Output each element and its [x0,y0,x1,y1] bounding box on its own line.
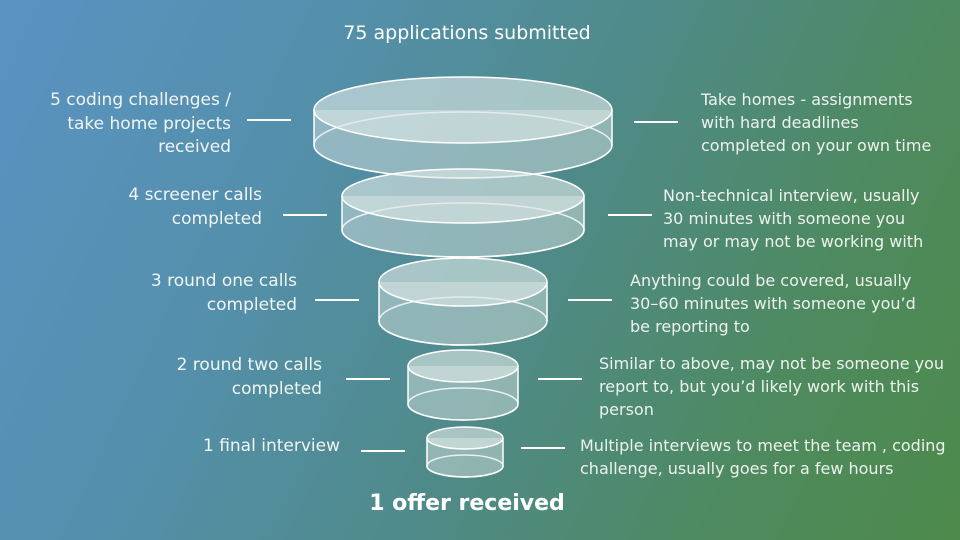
stage-5-description: Multiple interviews to meet the team , c… [580,436,946,478]
stage-2-description: Non-technical interview, usually 30 minu… [663,186,924,251]
stage-4-description: Similar to above, may not be someone you… [599,354,945,419]
funnel-stage-1 [313,76,613,179]
funnel-title: 75 applications submitted [343,22,591,44]
funnel-stage-2 [341,168,585,258]
stage-5-label: 1 final interview [202,436,340,456]
funnel-stage-5 [426,426,504,478]
stage-4-label: 2 round two calls completed [176,355,322,399]
stage-1-description: Take homes - assignments with hard deadl… [701,90,932,155]
stage-2-label: 4 screener calls completed [128,185,262,229]
stage-3-description: Anything could be covered, usually 30–60… [630,271,916,336]
funnel-outcome: 1 offer received [369,491,565,516]
stage-3-label: 3 round one calls completed [150,271,297,315]
funnel-stage-4 [407,349,519,421]
funnel-stage-3 [378,257,548,346]
stage-1-label: 5 coding challenges / take home projects… [50,90,231,157]
